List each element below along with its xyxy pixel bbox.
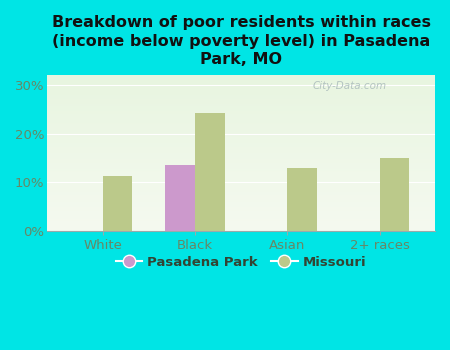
Bar bbox=[166, 165, 195, 231]
Bar bbox=[103, 176, 132, 231]
Text: City-Data.com: City-Data.com bbox=[313, 81, 387, 91]
Legend: Pasadena Park, Missouri: Pasadena Park, Missouri bbox=[110, 251, 372, 274]
Bar bbox=[287, 168, 317, 231]
Bar bbox=[195, 113, 225, 231]
Bar bbox=[380, 158, 409, 231]
Title: Breakdown of poor residents within races
(income below poverty level) in Pasaden: Breakdown of poor residents within races… bbox=[52, 15, 431, 67]
